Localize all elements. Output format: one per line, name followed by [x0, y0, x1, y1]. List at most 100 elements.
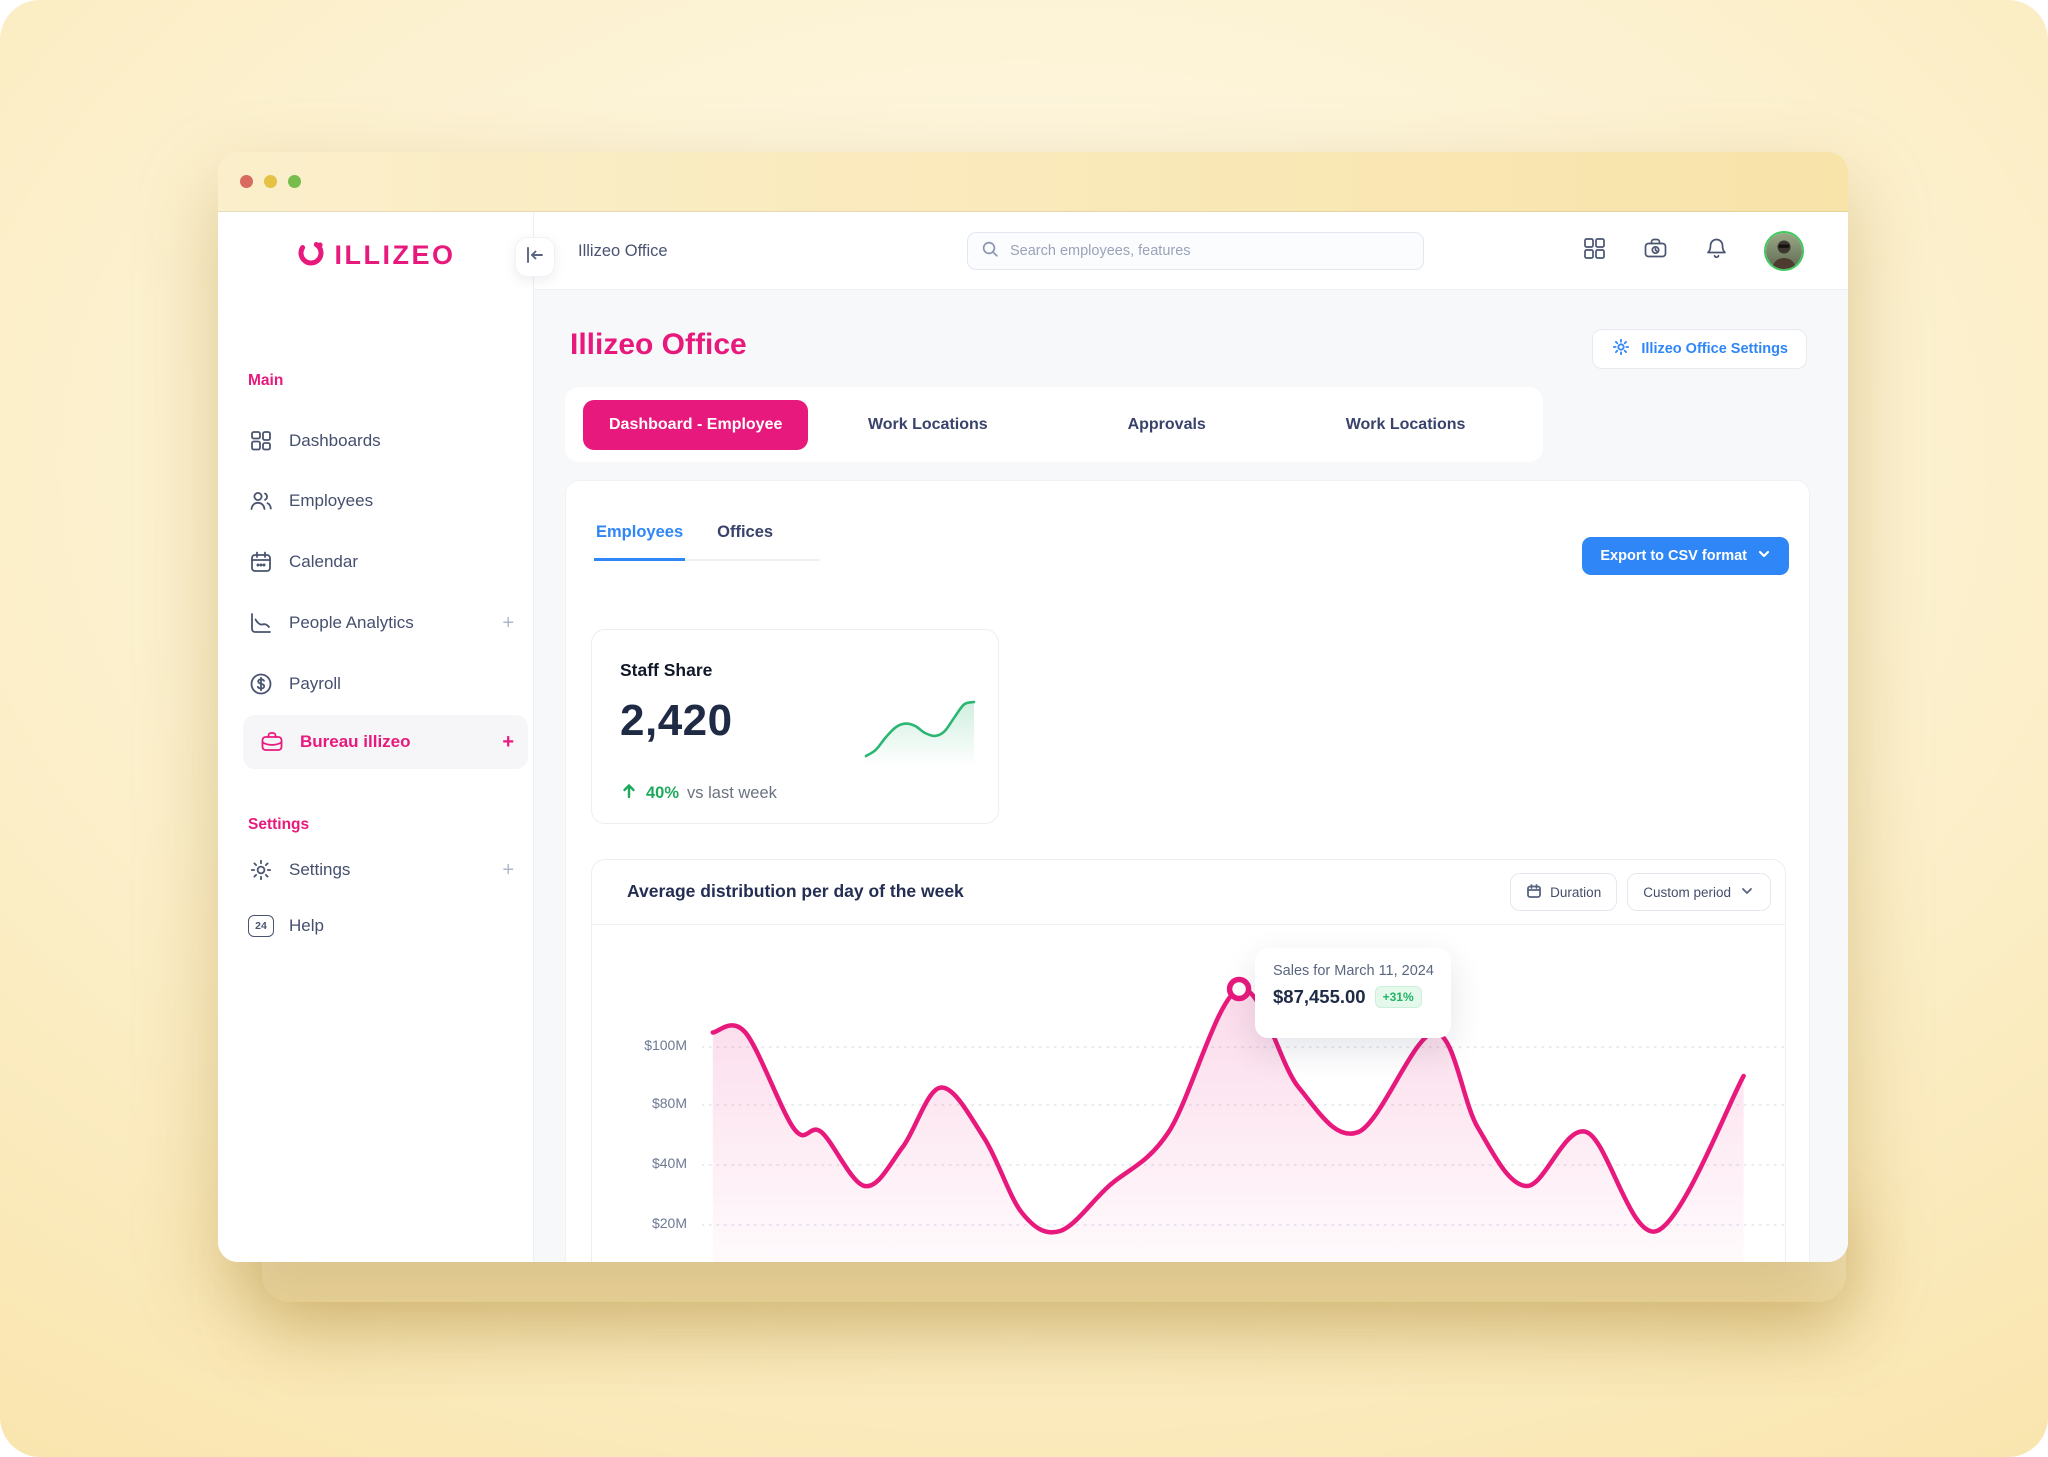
office-settings-label: Illizeo Office Settings: [1641, 341, 1788, 357]
search-input[interactable]: [1008, 242, 1410, 260]
subtab-bar: Employees Offices: [594, 515, 820, 561]
chart-divider: [592, 924, 1785, 925]
staff-share-card: Staff Share 2,420 40% vs last week: [591, 629, 999, 824]
sidebar-item-label: Employees: [289, 491, 374, 510]
duration-button[interactable]: Duration: [1510, 873, 1618, 911]
close-button[interactable]: [240, 175, 253, 188]
employees-icon: [248, 488, 274, 514]
sidebar-item-label: Payroll: [289, 674, 341, 693]
gear-icon: [248, 857, 274, 883]
calendar-icon: [248, 549, 274, 575]
sidebar-item-dashboards[interactable]: Dashboards: [243, 419, 528, 463]
ytick-20m: $20M: [651, 1215, 687, 1231]
tab-bar: Dashboard - Employee Work Locations Appr…: [565, 387, 1543, 462]
analytics-icon: [248, 610, 274, 636]
briefcase-icon: [259, 729, 285, 755]
sales-chart: [702, 976, 1785, 1262]
toolbox-icon[interactable]: [1642, 235, 1669, 267]
distribution-chart-card: Average distribution per day of the week…: [591, 859, 1786, 1262]
collapse-sidebar-button[interactable]: [515, 237, 555, 277]
export-csv-label: Export to CSV format: [1600, 548, 1747, 564]
sales-line: [710, 986, 1746, 1235]
logo-mark-icon: [296, 238, 326, 273]
ytick-80m: $80M: [651, 1095, 687, 1111]
tooltip-delta-badge: +31%: [1374, 986, 1422, 1008]
sidebar-section-settings: Settings: [248, 816, 310, 833]
sidebar-item-label: Bureau illizeo: [300, 732, 411, 751]
sidebar-item-label: Help: [289, 916, 324, 935]
sidebar-item-label: People Analytics: [289, 613, 414, 632]
window-body: ILLIZEO Main Dashboards Employees: [218, 212, 1848, 1262]
arrow-up-icon: [620, 782, 638, 805]
avatar[interactable]: [1764, 231, 1804, 271]
app-window: ILLIZEO Main Dashboards Employees: [218, 152, 1848, 1262]
sidebar-item-calendar[interactable]: Calendar: [243, 540, 528, 584]
stat-title: Staff Share: [620, 660, 713, 680]
logo-text: ILLIZEO: [334, 240, 456, 270]
subtab-employees[interactable]: Employees: [594, 515, 686, 561]
highlight-marker[interactable]: [1226, 976, 1252, 1002]
chevron-down-icon: [1757, 547, 1771, 565]
custom-period-dropdown[interactable]: Custom period: [1627, 873, 1771, 911]
tab-dashboard-employee[interactable]: Dashboard - Employee: [583, 399, 809, 450]
add-bureau-button[interactable]: +: [502, 731, 514, 753]
page-content: Illizeo Office Illizeo Office Settings D…: [534, 290, 1848, 1262]
zoom-button[interactable]: [288, 175, 301, 188]
sidebar-item-bureau-illizeo[interactable]: Bureau illizeo +: [243, 715, 528, 769]
custom-period-label: Custom period: [1643, 884, 1731, 900]
stat-delta: 40% vs last week: [620, 782, 777, 805]
search-bar[interactable]: [967, 232, 1424, 270]
stat-delta-percent: 40%: [646, 784, 680, 802]
sidebar: ILLIZEO Main Dashboards Employees: [218, 212, 534, 1262]
minimize-button[interactable]: [264, 175, 277, 188]
tooltip-title: Sales for March 11, 2024: [1273, 963, 1434, 979]
logo[interactable]: ILLIZEO: [218, 238, 533, 273]
ytick-40m: $40M: [651, 1155, 687, 1171]
dashboards-icon: [248, 428, 274, 454]
bell-icon[interactable]: [1703, 235, 1730, 267]
apps-grid-icon[interactable]: [1581, 235, 1608, 267]
tab-approvals[interactable]: Approvals: [1127, 415, 1206, 433]
header-icons: [1581, 212, 1804, 290]
search-icon: [981, 240, 999, 263]
duration-label: Duration: [1550, 884, 1602, 900]
area-fill: [712, 988, 1744, 1262]
page-title: Illizeo Office: [570, 328, 747, 361]
sidebar-section-main: Main: [248, 372, 284, 389]
tab-work-locations-1[interactable]: Work Locations: [867, 415, 988, 433]
tab-work-locations-2[interactable]: Work Locations: [1345, 415, 1466, 433]
window-titlebar: [218, 152, 1848, 212]
main-column: Illizeo Office: [534, 212, 1848, 1262]
payroll-icon: [248, 671, 274, 697]
stat-delta-caption: vs last week: [687, 784, 777, 802]
subtab-offices[interactable]: Offices: [717, 523, 774, 541]
app-header: Illizeo Office: [534, 212, 1848, 290]
sidebar-item-help[interactable]: 24 Help: [243, 904, 528, 948]
sidebar-item-label: Calendar: [289, 552, 358, 571]
breadcrumb: Illizeo Office: [578, 241, 668, 260]
sidebar-item-people-analytics[interactable]: People Analytics +: [243, 601, 528, 645]
calendar-icon: [1526, 883, 1542, 902]
chart-title: Average distribution per day of the week: [627, 881, 964, 901]
help-24-icon: 24: [248, 915, 274, 937]
gear-icon: [1611, 337, 1631, 361]
collapse-sidebar-icon: [526, 246, 544, 268]
sidebar-item-label: Dashboards: [289, 431, 381, 450]
chart-controls: Duration Custom period: [1510, 873, 1771, 911]
sidebar-item-settings[interactable]: Settings +: [243, 848, 528, 892]
tooltip-value: $87,455.00: [1273, 986, 1366, 1007]
sidebar-item-employees[interactable]: Employees: [243, 479, 528, 523]
export-csv-button[interactable]: Export to CSV format: [1582, 537, 1789, 575]
ytick-100m: $100M: [644, 1037, 687, 1053]
sidebar-item-payroll[interactable]: Payroll: [243, 662, 528, 706]
sidebar-item-label: Settings: [289, 860, 351, 879]
staff-sparkline-chart: [864, 700, 976, 766]
add-settings-button[interactable]: +: [502, 859, 514, 881]
add-people-analytics-button[interactable]: +: [502, 612, 514, 634]
office-settings-button[interactable]: Illizeo Office Settings: [1592, 329, 1807, 369]
chart-tooltip: Sales for March 11, 2024 $87,455.00 +31%: [1255, 948, 1451, 1038]
stat-value: 2,420: [620, 696, 733, 745]
chevron-down-icon: [1739, 883, 1755, 902]
dashboard-card: Employees Offices Export to CSV format S…: [565, 480, 1810, 1262]
